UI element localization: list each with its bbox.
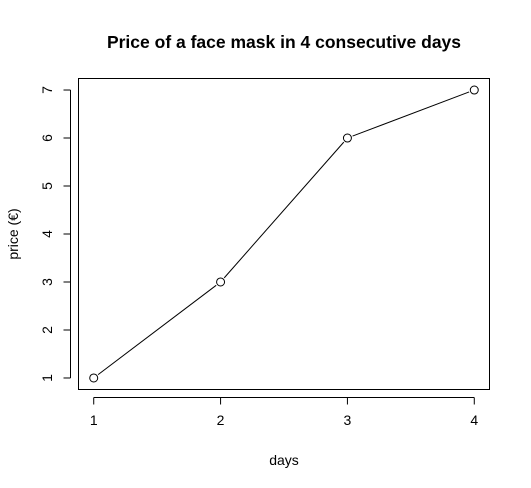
x-axis-label: days (269, 452, 299, 468)
chart-title: Price of a face mask in 4 consecutive da… (107, 32, 461, 52)
y-tick-label: 7 (39, 86, 55, 94)
y-axis-label: price (€) (5, 208, 21, 259)
y-tick-label: 5 (39, 182, 55, 190)
plot-frame (78, 78, 490, 390)
data-point (216, 277, 226, 287)
series-line-segment (97, 284, 217, 376)
y-tick-label: 4 (39, 230, 55, 238)
x-tick-label: 2 (217, 412, 225, 428)
x-tick-label: 3 (344, 412, 352, 428)
series-line-segment (352, 91, 470, 137)
x-tick-label: 1 (90, 412, 98, 428)
data-point (469, 85, 479, 95)
y-tick-label: 3 (39, 278, 55, 286)
data-point (89, 373, 99, 383)
y-axis: 1 2 3 4 5 6 7 (39, 86, 71, 382)
y-tick-label: 6 (39, 134, 55, 142)
series-line-segment (223, 141, 345, 279)
data-point (342, 133, 352, 143)
y-tick-label: 1 (39, 374, 55, 382)
series-group (89, 85, 479, 383)
x-tick-label: 4 (470, 412, 478, 428)
x-axis: 1 2 3 4 (90, 397, 478, 428)
y-tick-label: 2 (39, 326, 55, 334)
